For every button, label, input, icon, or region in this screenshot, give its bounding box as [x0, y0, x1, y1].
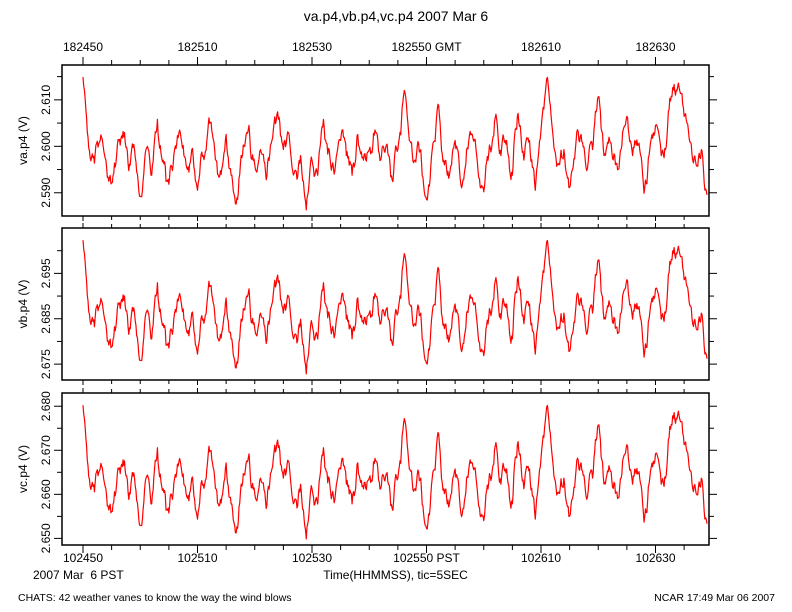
- va-trace: [82, 76, 708, 211]
- top-axis-tick-label: 182630: [635, 40, 675, 54]
- panel-va: [54, 57, 717, 221]
- y-tick-label: 2.675: [39, 349, 53, 379]
- bottom-axis-tick-label: 102450: [63, 551, 103, 565]
- y-tick-label: 2.695: [39, 258, 53, 288]
- top-axis-tick-label: 182510: [177, 40, 217, 54]
- panel-border-va: [61, 64, 710, 217]
- top-axis-tick-label: 182530: [292, 40, 332, 54]
- y-tick-label: 2.670: [39, 435, 53, 465]
- y-tick-label: 2.650: [39, 523, 53, 553]
- x-axis-label: Time(HHMMSS), tic=5SEC: [323, 568, 468, 582]
- plot-title: va.p4,vb.p4,vc.p4 2007 Mar 6: [303, 8, 489, 24]
- panel-vc: [54, 388, 717, 553]
- vc-trace: [82, 404, 708, 540]
- bottom-axis-tick-label: 102550 PST: [393, 551, 460, 565]
- top-axis-tick-label: 182450: [63, 40, 103, 54]
- top-axis-tick-label: 182610: [521, 40, 561, 54]
- bottom-axis-tick-label: 102530: [292, 551, 332, 565]
- panel-border-vc: [61, 392, 710, 546]
- y-tick-label: 2.600: [39, 131, 53, 161]
- bottom-axis-tick-label: 102610: [521, 551, 561, 565]
- y-axis-label-va: va.p4 (V): [16, 116, 30, 165]
- panel-vb: [54, 223, 717, 385]
- footer-left-note: CHATS: 42 weather vanes to know the way …: [18, 592, 292, 604]
- bottom-axis-tick-label: 102510: [177, 551, 217, 565]
- y-axis-label-vc: vc.p4 (V): [16, 445, 30, 493]
- footer-right-stamp: NCAR 17:49 Mar 06 2007: [654, 592, 775, 604]
- y-tick-label: 2.590: [39, 177, 53, 207]
- y-axis-label-vb: vb.p4 (V): [16, 280, 30, 329]
- y-tick-label: 2.660: [39, 479, 53, 509]
- panel-border-vb: [61, 227, 710, 381]
- top-axis-tick-label: 182550 GMT: [391, 40, 462, 54]
- y-tick-label: 2.685: [39, 303, 53, 333]
- y-tick-label: 2.680: [39, 391, 53, 421]
- bottom-axis-tick-label: 102630: [635, 551, 675, 565]
- vb-trace: [82, 239, 708, 375]
- date-label-pst: 2007 Mar 6 PST: [33, 568, 124, 582]
- y-tick-label: 2.610: [39, 85, 53, 115]
